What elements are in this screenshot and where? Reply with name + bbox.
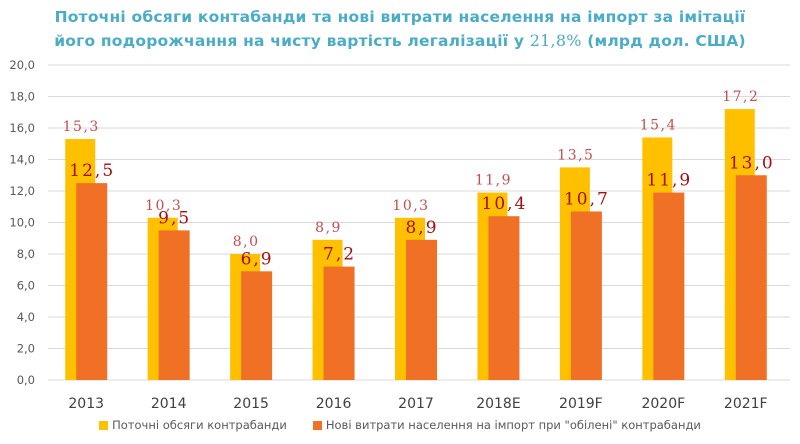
title-line2-suffix: (млрд дол. США) (581, 32, 746, 50)
y-tick-label: 2,0 (17, 342, 35, 356)
data-label-series2: 8,9 (405, 218, 438, 238)
x-tick-label: 2015 (233, 396, 269, 412)
y-tick-label: 14,0 (9, 153, 35, 167)
bar-series2 (488, 216, 520, 380)
chart-title: Поточні обсяги контабанди та нові витрат… (0, 6, 800, 53)
chart-title-line2: його подорожчання на чисту вартість лега… (0, 29, 800, 53)
legend-item-series1: Поточні обсяги контрабанди (99, 418, 287, 432)
x-tick-label: 2021F (724, 396, 768, 412)
legend-label-series2: Нові витрати населення на імпорт при "об… (325, 418, 701, 432)
data-label-series2: 10,7 (564, 189, 610, 209)
data-label-series2: 10,4 (482, 194, 528, 214)
bar-series2 (653, 192, 685, 380)
data-labels: 15,312,510,39,58,06,98,97,210,38,911,910… (63, 89, 775, 269)
data-label-series1: 15,3 (63, 119, 100, 135)
bar-series2 (735, 175, 767, 380)
x-tick-label: 2019F (559, 396, 603, 412)
data-label-series1: 10,3 (145, 198, 182, 214)
bar-series2 (158, 230, 190, 380)
bar-series2 (570, 211, 602, 380)
x-tick-label: 2018E (476, 396, 520, 412)
bar-series2 (76, 183, 108, 380)
data-label-series2: 12,5 (69, 161, 115, 181)
y-axis-ticks: 0,0 2,0 4,0 6,0 8,0 10,0 12,0 14,0 16,0 18,0 20,0 (9, 58, 35, 387)
data-label-series1: 8,9 (315, 220, 342, 236)
data-label-series2: 6,9 (241, 249, 274, 269)
bar-series2 (406, 239, 437, 380)
y-tick-label: 12,0 (9, 184, 35, 198)
legend-swatch-series1 (99, 420, 109, 430)
y-tick-label: 16,0 (9, 121, 35, 135)
data-label-series1: 11,9 (475, 173, 512, 189)
x-tick-label: 2016 (316, 396, 352, 412)
legend: Поточні обсяги контрабанди Нові витрати … (0, 418, 800, 432)
data-label-series1: 13,5 (557, 147, 594, 163)
data-label-series1: 8,0 (233, 234, 260, 250)
title-line2-prefix: його подорожчання на чисту вартість лега… (54, 32, 530, 50)
bar-series2 (323, 266, 355, 380)
y-tick-label: 18,0 (9, 90, 35, 104)
data-label-series1: 15,4 (640, 117, 677, 133)
data-label-series2: 11,9 (646, 171, 692, 191)
y-tick-label: 0,0 (17, 373, 35, 387)
y-tick-label: 6,0 (17, 279, 35, 293)
data-label-series2: 7,2 (323, 245, 356, 265)
x-tick-label: 2014 (151, 396, 187, 412)
y-tick-label: 8,0 (17, 247, 35, 261)
chart-title-line1: Поточні обсяги контабанди та нові витрат… (54, 8, 746, 26)
x-axis-ticks: 2013 2014 2015 2016 2017 2018E 2019F 2020F 2021F (68, 396, 767, 412)
bars (65, 109, 767, 380)
data-label-series2: 9,5 (158, 208, 191, 228)
title-percent: 21,8% (529, 31, 582, 50)
y-tick-label: 20,0 (9, 58, 35, 72)
data-label-series2: 13,0 (729, 153, 775, 173)
x-tick-label: 2017 (398, 396, 434, 412)
legend-label-series1: Поточні обсяги контрабанди (112, 418, 287, 432)
legend-swatch-series2 (312, 420, 322, 430)
data-label-series1: 17,2 (722, 89, 759, 105)
y-tick-label: 4,0 (17, 310, 35, 324)
data-label-series1: 10,3 (392, 198, 429, 214)
legend-item-series2: Нові витрати населення на імпорт при "об… (312, 418, 701, 432)
y-tick-label: 10,0 (9, 216, 35, 230)
x-tick-label: 2013 (68, 396, 104, 412)
bar-series2 (241, 271, 273, 380)
x-tick-label: 2020F (641, 396, 685, 412)
